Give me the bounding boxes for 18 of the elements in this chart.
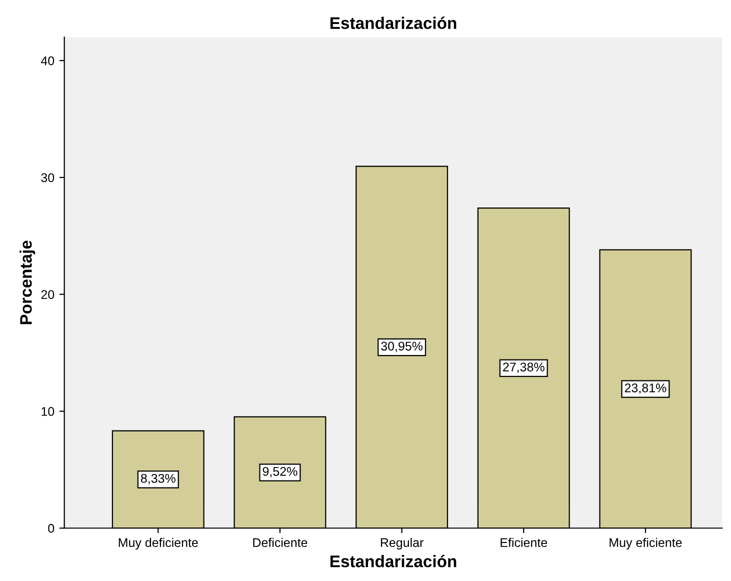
- x-tick-label: Regular: [380, 538, 424, 550]
- y-tick-label: 20: [41, 290, 54, 299]
- chart-title: Estandarización: [330, 16, 456, 30]
- y-tick-label: 40: [40, 56, 54, 66]
- data-label: 30,95%: [381, 342, 423, 352]
- y-axis-title: Porcentaje: [20, 240, 36, 324]
- y-tick-label: 30: [41, 173, 54, 182]
- y-tick-label: 0: [48, 524, 54, 533]
- x-tick-label: Eficiente: [500, 538, 548, 548]
- data-label: 8,33%: [140, 474, 176, 484]
- x-axis-title: Estandarización: [330, 554, 456, 568]
- data-label: 27,38%: [503, 362, 544, 373]
- x-tick-label: Muy eficiente: [610, 538, 682, 550]
- data-label: 9,52%: [262, 466, 298, 478]
- data-label: 23,81%: [624, 383, 666, 394]
- x-tick-label: Muy deficiente: [118, 538, 198, 550]
- y-tick-label: 10: [42, 407, 54, 416]
- x-tick-label: Deficiente: [253, 538, 308, 548]
